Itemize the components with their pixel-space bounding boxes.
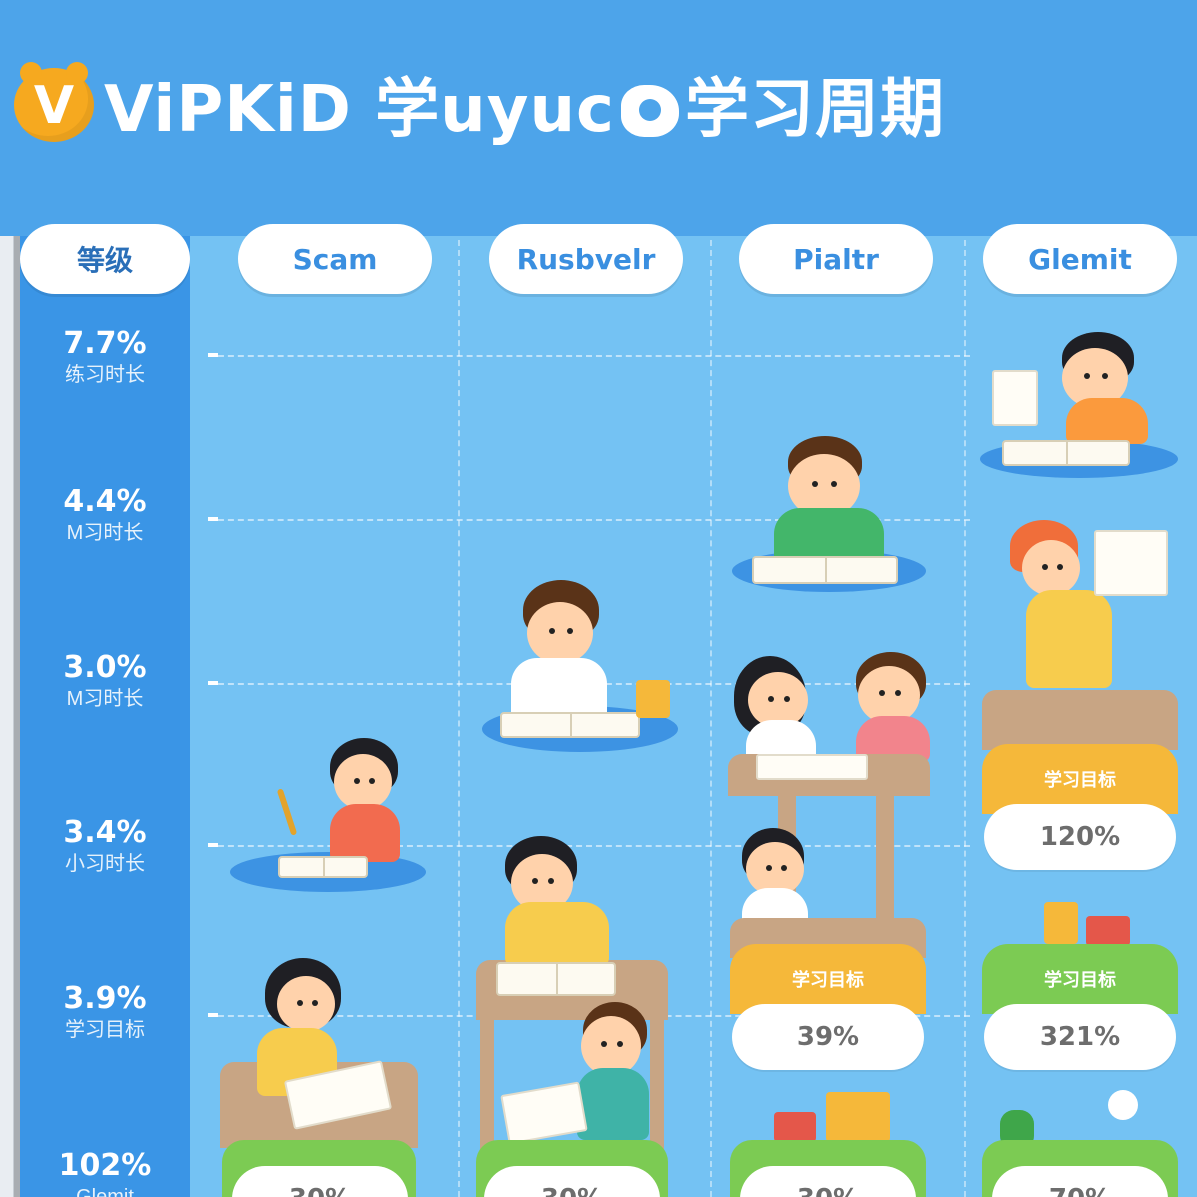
row-caption: 练习时长 xyxy=(65,364,145,386)
row-label: 102% Glemit xyxy=(20,1148,190,1197)
row-percent: 102% xyxy=(58,1148,152,1183)
row-caption: M习时长 xyxy=(66,688,144,710)
row-caption: M习时长 xyxy=(66,522,144,544)
vipkid-logo-icon: V xyxy=(14,62,94,142)
book-icon xyxy=(752,556,898,584)
flower-icon xyxy=(1108,1090,1138,1120)
page-title: ViPKiD 学uyuc 学习周期 xyxy=(104,70,945,150)
paper-icon xyxy=(992,370,1038,426)
child-holding-paper-illustration xyxy=(1006,520,1156,700)
book-icon xyxy=(500,712,640,738)
title-suffix: 学习周期 xyxy=(684,73,945,147)
child-reading-illustration xyxy=(505,836,625,966)
column-header-level[interactable]: 等级 xyxy=(20,224,190,294)
column-divider xyxy=(458,240,460,1197)
title-prefix: ViPKiD 学uyuc xyxy=(104,73,615,147)
child-reading-illustration xyxy=(255,958,375,1098)
bottom-value: 30% xyxy=(232,1166,408,1197)
column-divider xyxy=(964,240,966,1197)
grid-line xyxy=(208,843,970,847)
row-label: 3.0% M习时长 xyxy=(20,650,190,712)
row-percent: 3.4% xyxy=(63,815,147,850)
row-caption: Glemit xyxy=(76,1186,134,1197)
window-edge xyxy=(0,0,14,1197)
child-writing-illustration xyxy=(1036,332,1156,452)
toy-block-icon xyxy=(774,1112,816,1142)
row-caption: 小习时长 xyxy=(65,853,145,875)
header: V ViPKiD 学uyuc 学习周期 xyxy=(0,0,1197,236)
logo-letter: V xyxy=(33,76,75,136)
goal-card-header: 学习目标 xyxy=(982,744,1178,814)
bottom-value: 30% xyxy=(740,1166,916,1197)
child-studying-illustration xyxy=(770,436,890,568)
desk-leg xyxy=(876,790,894,920)
jar-icon xyxy=(636,680,670,718)
child-writing-illustration xyxy=(276,738,410,868)
column-header-4[interactable]: Glemit xyxy=(983,224,1177,294)
level-sidebar xyxy=(20,236,190,1197)
goal-card-header: 学习目标 xyxy=(982,944,1178,1014)
goal-card-value: 120% xyxy=(984,804,1176,870)
row-percent: 3.9% xyxy=(63,981,147,1016)
column-divider xyxy=(710,240,712,1197)
column-header-1[interactable]: Scam xyxy=(238,224,432,294)
column-header-2[interactable]: Rusbvelr xyxy=(489,224,683,294)
bottom-value: 30% xyxy=(484,1166,660,1197)
goal-card-header: 学习目标 xyxy=(730,944,926,1014)
row-percent: 4.4% xyxy=(63,484,147,519)
goal-card-value: 39% xyxy=(732,1004,924,1070)
row-label: 7.7% 练习时长 xyxy=(20,326,190,388)
child-right-illustration xyxy=(846,652,936,762)
bottom-value: 70% xyxy=(992,1166,1168,1197)
child-studying-illustration xyxy=(505,580,625,730)
toy-house-icon xyxy=(826,1092,890,1142)
desk-leg xyxy=(650,1010,664,1150)
row-percent: 7.7% xyxy=(63,326,147,361)
paint-jar-icon xyxy=(1044,902,1078,944)
mascot-icon xyxy=(620,85,679,137)
grid-line xyxy=(208,353,970,357)
row-label: 4.4% M习时长 xyxy=(20,484,190,546)
row-percent: 3.0% xyxy=(63,650,147,685)
row-label: 3.4% 小习时长 xyxy=(20,815,190,877)
book-icon xyxy=(496,962,616,996)
book-icon xyxy=(278,856,368,878)
row-label: 3.9% 学习目标 xyxy=(20,981,190,1043)
book-icon xyxy=(1002,440,1130,466)
child-thinking-illustration xyxy=(555,1002,655,1142)
child-small-illustration xyxy=(738,828,828,928)
desk xyxy=(982,690,1178,750)
paint-box-icon xyxy=(1086,916,1130,946)
desk-leg xyxy=(480,1010,494,1150)
paper-icon xyxy=(756,754,868,780)
paper-icon xyxy=(1094,530,1168,596)
goal-card-value: 321% xyxy=(984,1004,1176,1070)
row-caption: 学习目标 xyxy=(65,1019,145,1041)
column-header-3[interactable]: Pialtr xyxy=(739,224,933,294)
grid-line xyxy=(208,517,970,521)
child-left-illustration xyxy=(734,656,824,766)
